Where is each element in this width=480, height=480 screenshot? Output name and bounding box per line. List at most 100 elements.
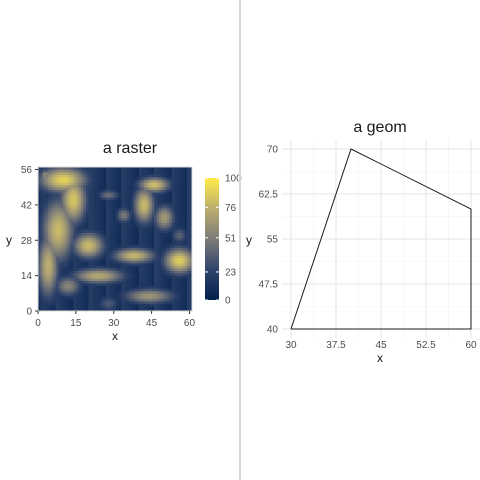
raster-cell <box>179 169 183 173</box>
raster-cell <box>83 275 87 279</box>
raster-cell <box>68 300 72 304</box>
raster-cell <box>78 212 82 216</box>
raster-cell <box>126 290 130 294</box>
raster-cell <box>126 189 130 193</box>
raster-cell <box>184 232 188 236</box>
raster-cell <box>189 194 193 198</box>
raster-cell <box>181 308 185 312</box>
raster-cell <box>63 260 67 264</box>
raster-cell <box>68 179 72 183</box>
raster-cell <box>38 265 41 269</box>
raster-cell <box>88 263 92 266</box>
raster-cell <box>106 273 109 276</box>
raster-cell <box>65 295 69 299</box>
raster-cell <box>80 169 84 173</box>
raster-cell <box>106 268 109 271</box>
raster-cell <box>184 242 188 246</box>
raster-cell <box>171 290 175 294</box>
raster-cell <box>58 182 62 185</box>
raster-cell <box>154 252 157 256</box>
raster-cell <box>118 242 122 246</box>
raster-cell <box>108 194 112 198</box>
raster-cell <box>184 278 188 281</box>
raster-cell <box>154 308 157 312</box>
raster-cell <box>121 305 125 309</box>
raster-cell <box>55 278 59 281</box>
raster-cell <box>181 245 185 249</box>
raster-cell <box>60 298 64 302</box>
raster-cell <box>166 298 170 302</box>
raster-cell <box>98 222 102 226</box>
raster-cell <box>126 204 130 208</box>
raster-cell <box>73 257 77 261</box>
raster-cell <box>144 167 147 170</box>
raster-cell <box>38 184 41 188</box>
raster-cell <box>151 275 155 279</box>
raster-cell <box>186 305 190 309</box>
raster-cell <box>60 207 64 211</box>
raster-cell <box>111 217 115 221</box>
raster-cell <box>38 197 41 201</box>
raster-cell <box>53 303 56 307</box>
raster-cell <box>161 285 165 289</box>
raster-cell <box>169 182 173 185</box>
raster-cell <box>146 209 150 213</box>
raster-cell <box>75 285 79 289</box>
raster-cell <box>78 187 82 191</box>
raster-cell <box>53 199 56 203</box>
raster-cell <box>116 235 120 239</box>
raster-cell <box>70 278 74 281</box>
raster-cell <box>83 222 87 226</box>
raster-cell <box>136 199 140 203</box>
raster-cell <box>126 199 130 203</box>
raster-cell <box>184 197 188 201</box>
raster-cell <box>60 232 64 236</box>
raster-cell <box>98 288 102 292</box>
raster-cell <box>111 194 115 198</box>
raster-cell <box>149 288 152 292</box>
raster-cell <box>144 235 147 239</box>
raster-cell <box>144 237 147 241</box>
raster-cell <box>68 263 72 266</box>
raster-cell <box>149 217 152 221</box>
raster-cell <box>131 169 135 173</box>
raster-cell <box>96 169 99 173</box>
raster-cell <box>96 280 99 284</box>
raster-cell <box>123 172 127 175</box>
raster-cell <box>45 278 49 281</box>
raster-cell <box>98 215 102 218</box>
raster-cell <box>189 303 193 307</box>
raster-cell <box>73 167 77 170</box>
raster-cell <box>138 212 142 216</box>
raster-cell <box>55 209 59 213</box>
raster-cell <box>136 298 140 302</box>
raster-cell <box>174 257 178 261</box>
raster-cell <box>83 303 87 307</box>
raster-cell <box>103 295 107 299</box>
raster-cell <box>156 268 160 271</box>
raster-cell <box>133 252 137 256</box>
raster-cell <box>80 265 84 269</box>
raster-cell <box>53 295 56 299</box>
raster-cell <box>58 232 62 236</box>
raster-cell <box>93 290 97 294</box>
raster-cell <box>176 285 180 289</box>
raster-cell <box>159 172 162 175</box>
raster-cell <box>169 295 173 299</box>
raster-cell <box>138 204 142 208</box>
raster-cell <box>159 268 162 271</box>
raster-cell <box>184 207 188 211</box>
raster-cell <box>136 215 140 218</box>
raster-cell <box>141 263 145 266</box>
raster-cell <box>43 194 46 198</box>
raster-cell <box>38 215 41 218</box>
raster-cell <box>136 222 140 226</box>
raster-cell <box>78 174 82 178</box>
raster-cell <box>53 167 56 170</box>
raster-cell <box>146 270 150 274</box>
raster-cell <box>186 232 190 236</box>
raster-cell <box>58 209 62 213</box>
raster-cell <box>138 288 142 292</box>
raster-cell <box>45 187 49 191</box>
